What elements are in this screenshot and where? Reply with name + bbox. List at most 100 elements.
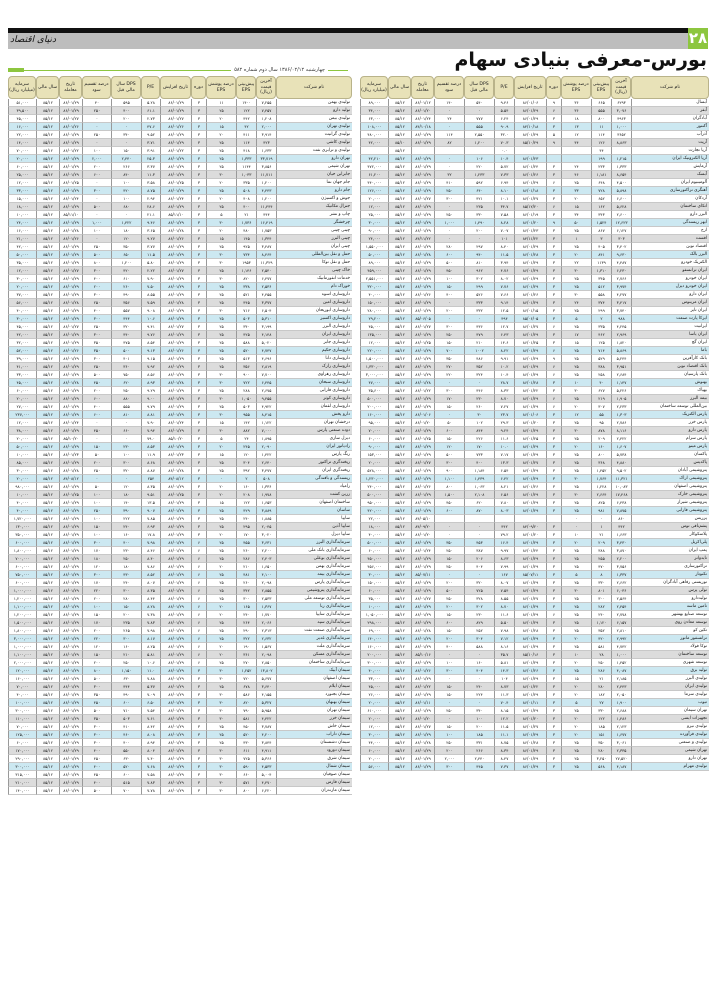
cell-value: ۳	[191, 707, 206, 715]
cell-value: ۳۰	[206, 395, 236, 403]
cell-value: ۷.۰۹	[141, 691, 160, 699]
cell-value: ۸۶/۰۱/۲۹	[514, 539, 546, 547]
table-row: الکتریک خودرو ۴,۴۸۷ ۱۱۳۹ ۲۲ ۳ ۸۶/۰۱/۲۹ ۳.۹۴ ۸۱۰…	[360, 259, 709, 267]
table-row: آریت ۸,۸۶۳ ۱۲۶ ۴۴ ۹ ۸۵/۱۰/۲۹ ۷۰.۳ ۱,۲۰۰ ۸۲ ۸۶/۰۱/…	[360, 139, 709, 147]
cell-value: ۵۰۰	[434, 587, 464, 595]
cell-value: ۸۶/۰۱/۲۶	[160, 347, 191, 355]
cell-value: ۲۵	[206, 587, 236, 595]
cell-value: ۲۲۰	[464, 163, 494, 171]
cell-value: ۸۶/۰۱/۲۹	[160, 363, 191, 371]
cell-value: ۰	[561, 523, 591, 531]
cell-value: ۴۴	[591, 147, 611, 155]
cell-value: ۸۹,۰۰۰	[360, 259, 388, 267]
cell-value: ۸۶/۰۱/۲۹	[514, 331, 546, 339]
cell-value: ۲۰۰	[434, 603, 464, 611]
cell-value: ۹.۲۴	[494, 427, 514, 435]
cell-value: ۸۶/۰۱/۲۹	[514, 707, 546, 715]
cell-value: ۱۱۴	[434, 131, 464, 139]
cell-value: ۳۰	[206, 699, 236, 707]
cell-value: ۸۵/۱۲	[388, 459, 411, 467]
cell-value: ۸۶/۰۱/۲۷	[59, 115, 82, 123]
cell-value: ۷.۴۰	[141, 755, 160, 763]
cell-value: ۰	[434, 699, 464, 707]
table-row: آبادگران ۴۹۶۳ ۸۰۰ ۱۸ ۳ ۸۶/۰۱/۲۹ ۶.۲۴ ۷۷۷ ۲۴ ۸۶/۰۱…	[360, 115, 709, 123]
company-name: سرمایه‌گذاری پارس	[276, 579, 352, 587]
cell-value: ۱۹۰	[236, 643, 256, 651]
cell-value: ۲۵	[561, 579, 591, 587]
cell-value: ۹.۹۷	[494, 547, 514, 555]
cell-value: ۵	[206, 435, 236, 443]
cell-value: ۳	[191, 523, 206, 531]
table-row: ارج ۶,۱۲۷ ۸۶۷ ۲۵ ۳ ۸۶/۰۱/۲۳ ۷.۰۷ ۲۰۰ ۰ ۸۶/۰۱/۲۹ ۸۵…	[360, 227, 709, 235]
company-name: بانک اقتصاد نوین	[631, 363, 709, 371]
cell-value: ۸۹,۰۰۰	[360, 99, 388, 107]
cell-value: ۲۵۰	[434, 563, 464, 571]
cell-value: ۴۲,۰۰۰	[8, 243, 36, 251]
cell-value: ۶	[546, 371, 561, 379]
cell-value	[494, 515, 514, 523]
cell-value: ۲۰۰	[82, 459, 111, 467]
cell-value: ۷.۵۴	[494, 587, 514, 595]
cell-value: ۱۰۰,۰۰۰	[8, 699, 36, 707]
cell-value: ۹۰,۰۰۰	[360, 443, 388, 451]
cell-value: ۹.۵۲	[141, 131, 160, 139]
table-row: سرمایه‌گذاری غدیر ۲,۶۳۲ ۳۲۲ ۲۵ ۶ ۸۶/۰۱/۲۹ ۸.۱۷…	[8, 635, 352, 643]
cell-value: ۸۶/۰۱/۲۹	[160, 627, 191, 635]
cell-value: ۵,۸۹۸	[611, 187, 631, 195]
cell-value: ۸۵/۱۲	[388, 499, 411, 507]
cell-value: ۴۷.۶	[141, 123, 160, 131]
cell-value: ۲۰۸	[236, 491, 256, 499]
cell-value: ۳	[191, 371, 206, 379]
company-name: تهران شیمی	[276, 163, 352, 171]
cell-value: ۲,۰۹۰	[256, 443, 276, 451]
cell-value: ۱,۳۰۳	[611, 411, 631, 419]
cell-value: ۸۵/۱۲	[388, 147, 411, 155]
company-name: ایران دارو	[631, 291, 709, 299]
cell-value: ۲,۸۵۰	[256, 659, 276, 667]
cell-value: ۰	[434, 163, 464, 171]
cell-value: ۳۰۰	[82, 187, 111, 195]
cell-value: ۱۱.۱	[494, 731, 514, 739]
company-name: سرمایه‌گذاری بانک ملی	[276, 547, 352, 555]
cell-value: ۸۵/۱۲	[36, 651, 59, 659]
cell-value: ۸۵/۱۲	[388, 427, 411, 435]
cell-value: ۸.۱۵	[494, 707, 514, 715]
table-row: سرمایه‌گذاری رنا ۱,۳۶۷ ۱۶۵ ۲۰ ۶ ۸۶/۰۱/۲۹ ۸.۲۸ ۱…	[8, 603, 352, 611]
cell-value: ۸۵/۱۲	[388, 107, 411, 115]
cell-value: ۸۶/۰۱/۲۵	[514, 339, 546, 347]
cell-value: ۵۰	[561, 219, 591, 227]
cell-value: ۸۵/۱۲	[36, 683, 59, 691]
cell-value: ۸۶/۰۱/۲۹	[514, 491, 546, 499]
cell-value: ۵۹۰	[236, 763, 256, 771]
cell-value: ۴۱۰	[111, 723, 141, 731]
cell-value: ۳۰	[206, 763, 236, 771]
cell-value: ۸۶/۰۱/۲۹	[160, 155, 191, 163]
cell-value: ۳	[546, 715, 561, 723]
cell-value: ۲۱۰	[464, 339, 494, 347]
cell-value: ۳۰۰	[82, 731, 111, 739]
cell-value: ۲,۷۷۸	[611, 611, 631, 619]
cell-value: ۰	[111, 435, 141, 443]
cell-value: ۷.۷۸	[141, 787, 160, 795]
cell-value: ۸۵/۱۲	[388, 555, 411, 563]
cell-value: ۲۱,۰۰۰	[8, 235, 36, 243]
cell-value: ۲۵۴	[141, 475, 160, 483]
cell-value: ۶,۴۴۵	[256, 379, 276, 387]
cell-value: ۲۳۰	[464, 395, 494, 403]
cell-value: ۸۶/۰۱/۲۹	[160, 595, 191, 603]
cell-value: ۸۶/۰۱/۲۹	[59, 331, 82, 339]
cell-value: ۸۰۰	[434, 483, 464, 491]
cell-value: ۸۶/۰۱/۲۹	[160, 683, 191, 691]
cell-value: ۸۶/۰۱/۲۹	[160, 251, 191, 259]
cell-value: ۲۵	[561, 179, 591, 187]
table-row: خوراک دام ۲,۵۳۶ ۳۳۸ ۲۵ ۳ ۸۶/۰۱/۲۹ ۷.۵۰ ۲۶۰ ۲۰۰ ۸۶…	[8, 283, 352, 291]
cell-value: ۸.۵۶	[141, 371, 160, 379]
table-row: پاکدیس ۴,۸۸۰ ۳۶۸ ۲۵ ۳ ۸۶/۰۱/۲۷ ۱۳.۳ ۴۰۰ ۳۰۰ ۸۶/۰۱…	[360, 459, 709, 467]
cell-value: ۴۹۰	[111, 291, 141, 299]
cell-value: ۲۷۰	[434, 363, 464, 371]
cell-value: ۷.۸۳	[141, 619, 160, 627]
cell-value: ۸۰۰	[82, 259, 111, 267]
company-name: رنگ پارس	[276, 451, 352, 459]
cell-value: ۶۰۰	[111, 699, 141, 707]
cell-value: ۵.۸۱	[494, 659, 514, 667]
